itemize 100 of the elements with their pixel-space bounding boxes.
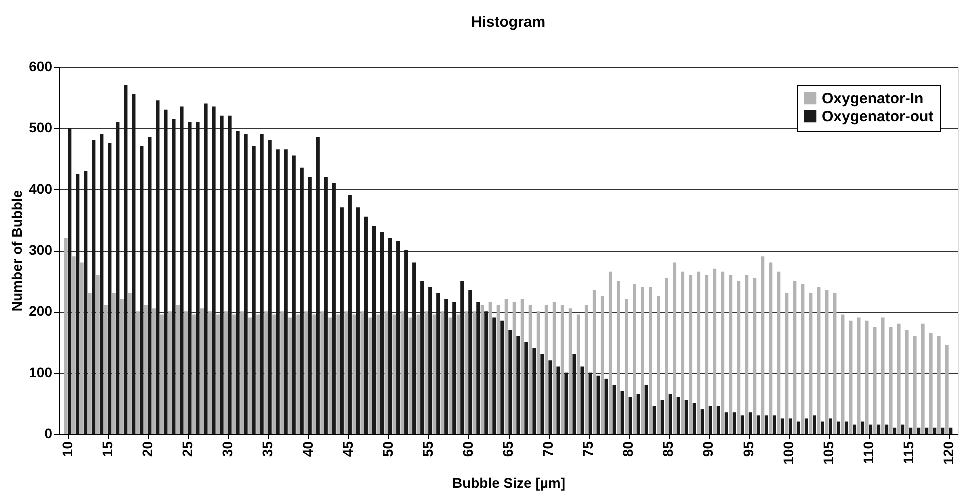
bar [492, 318, 496, 434]
y-tick-label: 200 [29, 303, 53, 320]
bar [588, 372, 592, 434]
bar [484, 312, 488, 434]
bar [324, 177, 328, 434]
x-tick-label: 30 [220, 441, 236, 458]
bar [849, 320, 853, 434]
bar [220, 116, 224, 434]
x-tick-label: 45 [340, 441, 356, 458]
bar [452, 302, 456, 434]
bar [244, 134, 248, 434]
bar [256, 314, 260, 434]
bar [665, 278, 669, 434]
chart-title: Histogram [471, 14, 546, 31]
bar [308, 177, 312, 434]
bar [100, 134, 104, 434]
y-axis-title: Number of Bubble [9, 190, 26, 312]
bar [897, 324, 901, 434]
bar [580, 366, 584, 434]
bar [508, 330, 512, 434]
bar [937, 336, 941, 434]
bar [116, 122, 120, 434]
bar [857, 318, 861, 434]
x-tick-label: 35 [260, 441, 276, 458]
x-tick-label: 120 [940, 441, 956, 465]
bar [929, 333, 933, 434]
bar [853, 424, 857, 434]
bar [348, 195, 352, 434]
x-tick-label: 10 [60, 441, 76, 458]
bar [336, 314, 340, 434]
x-tick-label: 110 [860, 441, 876, 464]
legend-label: Oxygenator-In [822, 90, 924, 108]
bar [224, 312, 228, 434]
y-tick-label: 0 [44, 426, 53, 442]
bar [724, 412, 728, 434]
bar [748, 412, 752, 434]
bar [456, 314, 460, 434]
bar [480, 306, 484, 434]
x-tick-label: 95 [740, 441, 756, 458]
bar [440, 312, 444, 434]
bar [624, 299, 628, 434]
bar [444, 299, 448, 434]
bar [660, 400, 664, 434]
bar [604, 378, 608, 434]
bar [933, 428, 937, 434]
bar [616, 281, 620, 434]
bar [729, 274, 733, 434]
x-tick-label: 105 [820, 441, 836, 465]
bar [833, 293, 837, 434]
bar [156, 100, 160, 434]
bar [488, 302, 492, 434]
x-tick-label: 25 [180, 441, 196, 458]
bar [364, 216, 368, 434]
x-axis-title: Bubble Size [µm] [452, 474, 566, 491]
bar [248, 318, 252, 434]
bar [284, 150, 288, 434]
bar [705, 274, 709, 434]
bar [312, 314, 316, 434]
bar [945, 345, 949, 434]
bar [564, 372, 568, 434]
bar [628, 397, 632, 434]
bar [772, 416, 776, 434]
bar [164, 110, 168, 434]
bar [396, 241, 400, 434]
y-tick-label: 500 [29, 120, 53, 136]
x-tick-label: 20 [140, 441, 156, 458]
bar [72, 256, 76, 434]
bar [676, 397, 680, 434]
bar [777, 272, 781, 434]
bar [592, 290, 596, 434]
bar [420, 281, 424, 434]
bar [500, 320, 504, 434]
bar [436, 293, 440, 434]
x-tick-label: 40 [300, 441, 316, 458]
bar [825, 290, 829, 434]
bar [316, 137, 320, 434]
bar [697, 272, 701, 434]
bar [544, 306, 548, 434]
bar [472, 312, 476, 434]
bar [893, 428, 897, 434]
bar [112, 293, 116, 434]
bar [448, 318, 452, 434]
bar [196, 122, 200, 434]
bar [761, 256, 765, 434]
bar [873, 326, 877, 434]
bar [380, 232, 384, 434]
bar [128, 293, 132, 434]
bar [496, 306, 500, 434]
bar [88, 293, 92, 434]
bar [368, 318, 372, 434]
bar [528, 306, 532, 434]
bar [708, 406, 712, 434]
bar [785, 293, 789, 434]
bar [232, 314, 236, 434]
bar [909, 428, 913, 434]
bar [80, 262, 84, 434]
bar [292, 156, 296, 434]
bar [532, 348, 536, 434]
bar [464, 312, 468, 434]
bar [732, 412, 736, 434]
